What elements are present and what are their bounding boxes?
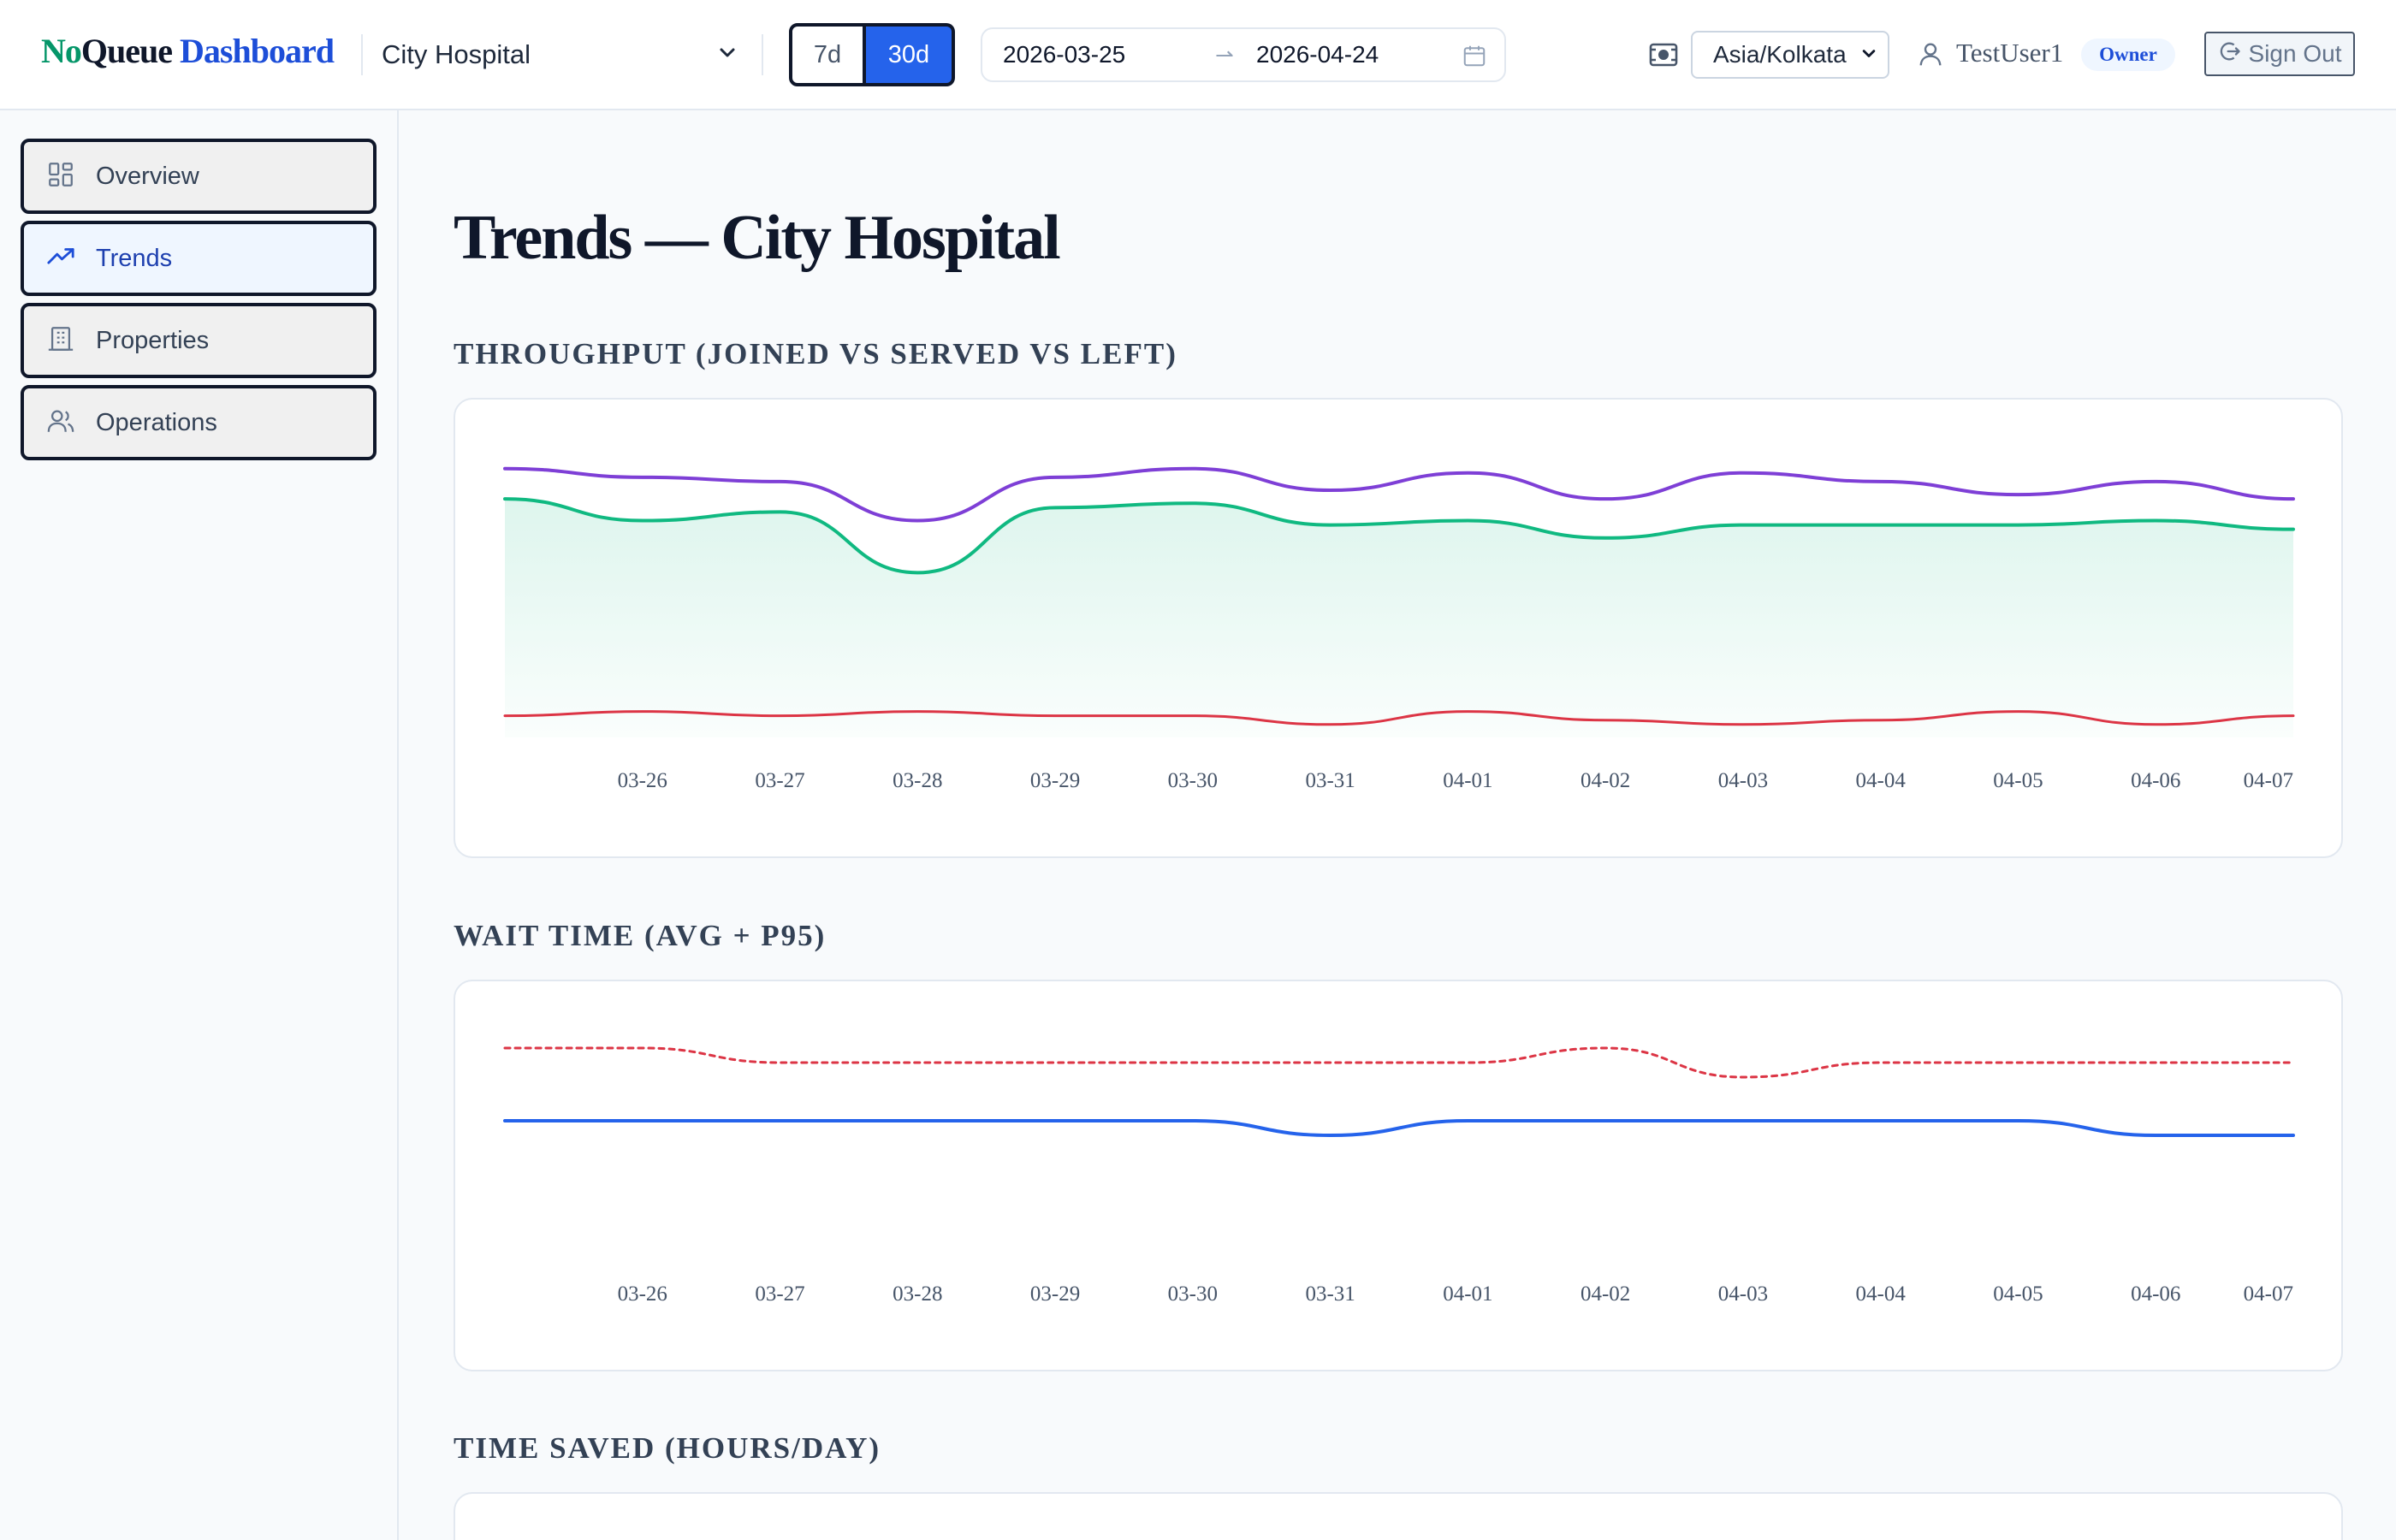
x-tick-label: 03-31	[1305, 1282, 1355, 1306]
sidebar-item-label: Properties	[96, 326, 210, 354]
x-tick-label: 03-26	[618, 769, 667, 792]
series-line-left[interactable]	[503, 710, 2295, 726]
date-end-input[interactable]: 2026-04-24	[1256, 41, 1379, 68]
sidebar-item-label: Operations	[96, 408, 217, 436]
series-line-p95[interactable]	[503, 1046, 2295, 1079]
throughput-chart: 03-26 03-27 03-28 03-29 03-30 03-31 04-01 04-02…	[503, 466, 2295, 792]
section-title-throughput: THROUGHPUT (JOINED VS SERVED VS LEFT)	[454, 337, 1177, 370]
series-area-served	[505, 499, 2293, 737]
series-line-joined[interactable]	[503, 466, 2295, 523]
wait-time-chart: 03-26 03-27 03-28 03-29 03-30 03-31 04-01 04-02…	[503, 1046, 2295, 1306]
x-tick-label: 03-28	[893, 1282, 942, 1306]
timezone-value: Asia/Kolkata	[1713, 41, 1847, 68]
sidebar-item-label: Trends	[96, 244, 173, 272]
timezone-select[interactable]: Asia/Kolkata	[1691, 31, 1889, 79]
top-header: NoQueue Dashboard City Hospital 7d 30d 2…	[0, 0, 2396, 110]
brand-part-queue: Queue	[80, 32, 173, 70]
brand-logo[interactable]: NoQueue Dashboard	[41, 31, 335, 71]
x-tick-label: 03-30	[1168, 1282, 1218, 1306]
x-tick-label: 03-27	[755, 769, 804, 792]
x-tick-label: 03-29	[1030, 769, 1080, 792]
trending-up-icon	[46, 242, 75, 275]
time-saved-chart-card	[454, 1492, 2343, 1540]
user-name: TestUser1	[1956, 38, 2064, 68]
x-tick-label: 04-07	[2244, 769, 2293, 792]
sidebar-item-properties[interactable]: Properties	[21, 303, 377, 378]
arrow-right-icon: ⇀	[1215, 41, 1234, 68]
date-start-input[interactable]: 2026-03-25	[1003, 41, 1126, 68]
x-tick-label: 04-05	[1993, 769, 2043, 792]
x-tick-label: 04-01	[1443, 769, 1492, 792]
x-tick-label: 04-07	[2244, 1282, 2293, 1306]
wait-time-chart-card: 03-26 03-27 03-28 03-29 03-30 03-31 04-01 04-02…	[454, 980, 2343, 1371]
brand-part-dashboard: Dashboard	[172, 32, 335, 70]
section-title-wait-time: WAIT TIME (AVG + P95)	[454, 919, 827, 952]
sign-out-icon	[2218, 39, 2242, 69]
x-tick-label: 03-29	[1030, 1282, 1080, 1306]
x-tick-label: 04-04	[1856, 1282, 1907, 1306]
sidebar-item-label: Overview	[96, 162, 199, 190]
sidebar-item-overview[interactable]: Overview	[21, 139, 377, 214]
header-divider	[361, 34, 363, 75]
x-tick-label: 04-03	[1718, 1282, 1768, 1306]
user-icon	[1917, 39, 1944, 73]
x-tick-label: 04-02	[1581, 1282, 1630, 1306]
date-range-picker[interactable]: 2026-03-25 ⇀ 2026-04-24	[981, 27, 1506, 82]
range-toggle: 7d 30d	[789, 23, 955, 86]
sidebar-item-trends[interactable]: Trends	[21, 221, 377, 296]
site-selector-value: City Hospital	[382, 39, 531, 69]
timezone-icon	[1648, 41, 1679, 73]
throughput-chart-card: 03-26 03-27 03-28 03-29 03-30 03-31 04-01 04-02…	[454, 398, 2343, 858]
sign-out-label: Sign Out	[2248, 40, 2342, 67]
series-line-avg[interactable]	[503, 1119, 2295, 1138]
page-title: Trends — City Hospital	[454, 203, 1061, 273]
brand-part-no: No	[41, 32, 82, 70]
x-tick-label: 04-03	[1718, 769, 1768, 792]
range-7d-button[interactable]: 7d	[789, 23, 866, 86]
x-tick-label: 04-02	[1581, 769, 1630, 792]
x-tick-label: 04-01	[1443, 1282, 1492, 1306]
header-divider	[762, 34, 763, 75]
sidebar-item-operations[interactable]: Operations	[21, 385, 377, 460]
x-tick-label: 04-06	[2131, 769, 2180, 792]
series-line-served[interactable]	[503, 497, 2295, 575]
users-icon	[46, 406, 75, 440]
role-badge: Owner	[2081, 38, 2175, 71]
x-tick-label: 04-05	[1993, 1282, 2043, 1306]
layout-grid-icon	[46, 160, 75, 193]
x-tick-label: 03-28	[893, 769, 942, 792]
x-tick-label: 03-26	[618, 1282, 667, 1306]
calendar-icon[interactable]	[1462, 43, 1487, 73]
x-tick-label: 03-31	[1305, 769, 1355, 792]
site-selector[interactable]: City Hospital	[382, 31, 738, 79]
x-tick-label: 04-04	[1856, 769, 1907, 792]
x-tick-label: 04-06	[2131, 1282, 2180, 1306]
x-tick-label: 03-27	[755, 1282, 804, 1306]
range-30d-button[interactable]: 30d	[866, 23, 955, 86]
x-tick-label: 03-30	[1168, 769, 1218, 792]
sign-out-button[interactable]: Sign Out	[2204, 32, 2355, 76]
sidebar: Overview Trends Properties Operations	[0, 110, 399, 1540]
chevron-down-icon	[717, 43, 738, 68]
building-icon	[46, 324, 75, 358]
chevron-down-icon	[1860, 41, 1877, 68]
section-title-time-saved: TIME SAVED (HOURS/DAY)	[454, 1431, 881, 1465]
